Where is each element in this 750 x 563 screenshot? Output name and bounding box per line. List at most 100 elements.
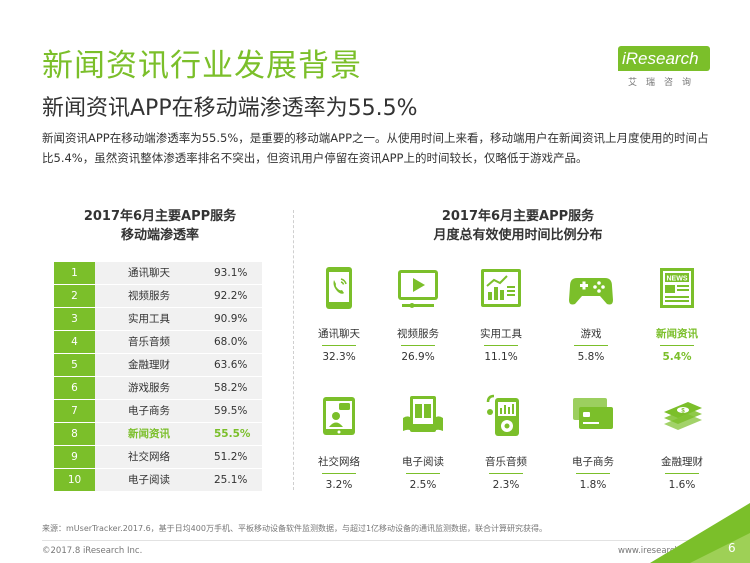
rank-number: 5 (54, 354, 95, 377)
right-panel-title: 2017年6月主要APP服务 月度总有效使用时间比例分布 (368, 207, 668, 245)
tile-underline (401, 345, 435, 346)
usage-tile: 社交网络 3.2% (299, 394, 379, 491)
tile-label: 通讯聊天 (318, 328, 360, 340)
usage-tile: 音乐音频 2.3% (466, 394, 546, 491)
tile-underline (322, 345, 356, 346)
table-row-highlighted: 8 新闻资讯 55.5% (54, 423, 262, 446)
rank-number: 6 (54, 377, 95, 400)
tile-value: 5.8% (577, 351, 605, 363)
service-name: 实用工具 (95, 308, 214, 331)
penetration-value: 68.0% (214, 331, 262, 354)
newspaper-icon: NEWS (660, 268, 694, 308)
iresearch-logo: iResearch 艾瑞咨询 (618, 42, 710, 90)
tile-label: 实用工具 (480, 328, 522, 340)
tile-underline (406, 473, 440, 474)
tile-value: 1.8% (579, 479, 607, 491)
tile-value: 5.4% (662, 351, 692, 363)
tile-underline (574, 345, 608, 346)
usage-tile: 实用工具 11.1% (461, 266, 541, 363)
penetration-value: 90.9% (214, 308, 262, 331)
rank-number: 1 (54, 262, 95, 285)
service-name: 视频服务 (95, 285, 214, 308)
tile-label: 音乐音频 (485, 456, 527, 468)
tile-underline (322, 473, 356, 474)
tile-underline (489, 473, 523, 474)
table-row: 6 游戏服务 58.2% (54, 377, 262, 400)
table-row: 2 视频服务 92.2% (54, 285, 262, 308)
service-name: 音乐音频 (95, 331, 214, 354)
tile-value: 26.9% (401, 351, 435, 363)
panel-divider (293, 210, 294, 490)
service-name: 社交网络 (95, 446, 214, 469)
service-name: 金融理财 (95, 354, 214, 377)
usage-tile: 游戏 5.8% (551, 266, 631, 363)
table-row: 4 音乐音频 68.0% (54, 331, 262, 354)
page-subtitle: 新闻资讯APP在移动端渗透率为55.5% (42, 96, 418, 121)
tile-value: 32.3% (322, 351, 356, 363)
phone-chat-icon (326, 267, 352, 309)
left-title-line1: 2017年6月主要APP服务 (83, 209, 237, 224)
table-row: 1 通讯聊天 93.1% (54, 262, 262, 285)
tile-label: 新闻资讯 (656, 328, 698, 340)
tile-label: 电子阅读 (402, 456, 444, 468)
penetration-table: 1 通讯聊天 93.1% 2 视频服务 92.2% 3 实用工具 90.9% 4… (54, 262, 262, 492)
rank-number: 7 (54, 400, 95, 423)
rank-number: 3 (54, 308, 95, 331)
tile-value: 2.3% (492, 479, 520, 491)
penetration-value: 59.5% (214, 400, 262, 423)
tile-value: 3.2% (325, 479, 353, 491)
rank-number: 9 (54, 446, 95, 469)
credit-card-icon (573, 398, 613, 429)
source-note: 来源：mUserTracker.2017.6，基于日均400万手机、平板移动设备… (42, 524, 548, 533)
right-title-line2: 月度总有效使用时间比例分布 (433, 228, 603, 243)
tile-label: 社交网络 (318, 456, 360, 468)
service-name: 电子商务 (95, 400, 214, 423)
logo-subtitle: 艾瑞咨询 (628, 78, 701, 88)
table-row: 5 金融理财 63.6% (54, 354, 262, 377)
penetration-value: 51.2% (214, 446, 262, 469)
table-row: 9 社交网络 51.2% (54, 446, 262, 469)
video-play-icon (398, 270, 438, 308)
tile-value: 2.5% (409, 479, 437, 491)
page-number: 6 (728, 541, 736, 555)
gamepad-icon (569, 278, 613, 305)
right-title-line1: 2017年6月主要APP服务 (441, 209, 595, 224)
penetration-value: 63.6% (214, 354, 262, 377)
usage-tile: 视频服务 26.9% (378, 266, 458, 363)
rank-number: 8 (54, 423, 95, 446)
rank-number: 2 (54, 285, 95, 308)
usage-tile: 电子阅读 2.5% (383, 394, 463, 491)
service-name: 电子阅读 (95, 469, 214, 492)
table-row: 10 电子阅读 25.1% (54, 469, 262, 492)
logo-banner: iResearch (618, 46, 710, 71)
left-title-line2: 移动端渗透率 (120, 228, 199, 243)
service-name: 通讯聊天 (95, 262, 214, 285)
corner-decoration-light (690, 533, 750, 563)
tile-label: 游戏 (580, 328, 602, 340)
tile-label: 电子商务 (572, 456, 614, 468)
svg-text:NEWS: NEWS (667, 276, 688, 283)
svg-text:$: $ (681, 409, 685, 415)
tile-underline (665, 473, 699, 474)
service-name: 游戏服务 (95, 377, 214, 400)
service-name: 新闻资讯 (95, 423, 214, 446)
penetration-value: 93.1% (214, 262, 262, 285)
page-title: 新闻资讯行业发展背景 (42, 48, 362, 84)
social-tablet-icon (323, 397, 355, 435)
rank-number: 10 (54, 469, 95, 492)
footer-rule (42, 540, 692, 541)
tile-underline (660, 345, 694, 346)
penetration-value: 58.2% (214, 377, 262, 400)
usage-tile-highlighted: NEWS 新闻资讯 5.4% (637, 266, 717, 363)
table-row: 3 实用工具 90.9% (54, 308, 262, 331)
usage-tile: $ 金融理财 1.6% (642, 394, 722, 491)
money-stack-icon: $ (664, 402, 702, 430)
usage-tile: 电子商务 1.8% (553, 394, 633, 491)
ebook-icon (403, 396, 443, 432)
usage-tile: 通讯聊天 32.3% (299, 266, 379, 363)
tile-underline (576, 473, 610, 474)
tile-label: 金融理财 (661, 456, 703, 468)
penetration-value: 25.1% (214, 469, 262, 492)
tile-value: 11.1% (484, 351, 518, 363)
copyright: ©2017.8 iResearch Inc. (42, 546, 143, 556)
